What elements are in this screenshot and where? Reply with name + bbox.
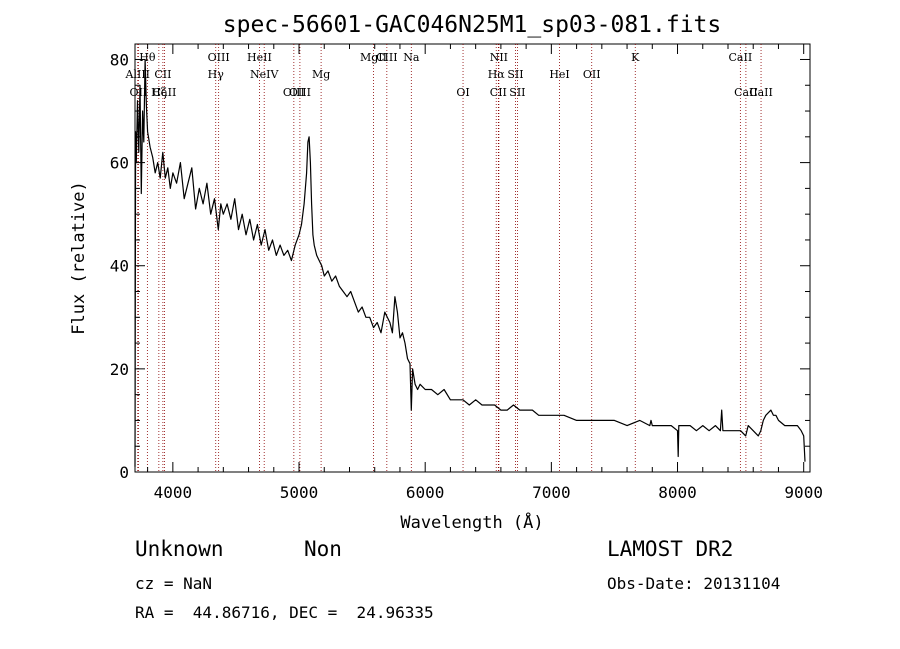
- line-marker-label: SII: [509, 86, 525, 99]
- y-tick-label: 60: [110, 154, 129, 173]
- line-marker-label: Hγ: [208, 68, 225, 81]
- line-marker-label: NII: [490, 51, 508, 64]
- line-marker-label: OI: [456, 86, 469, 99]
- line-marker-label: Hθ: [139, 51, 156, 64]
- y-axis-label: Flux (relative): [69, 181, 89, 335]
- line-marker-label: Mg: [312, 68, 330, 81]
- class-label: Unknown: [135, 537, 224, 561]
- line-marker-label: CII: [154, 68, 171, 81]
- line-marker-label: CaII: [153, 86, 177, 99]
- line-marker-label: CaII: [749, 86, 773, 99]
- x-tick-label: 7000: [532, 483, 571, 502]
- line-marker-label: OIII: [289, 86, 311, 99]
- line-marker-label: K: [631, 51, 640, 64]
- y-tick-label: 20: [110, 360, 129, 379]
- line-marker-label: MgII: [360, 51, 387, 64]
- spectrum-line: [134, 58, 806, 467]
- chart-title: spec-56601-GAC046N25M1_sp03-081.fits: [223, 12, 722, 38]
- survey-label: LAMOST DR2: [607, 537, 734, 561]
- line-marker-label: Hα: [488, 68, 506, 81]
- line-marker-label: AlIII: [125, 68, 151, 81]
- line-marker-label: NeIV: [250, 68, 279, 81]
- x-axis-label: Wavelength (Å): [400, 511, 543, 533]
- coordinates: RA = 44.86716, DEC = 24.96335: [135, 603, 434, 622]
- x-tick-label: 9000: [784, 483, 823, 502]
- line-marker-label: HeI: [549, 68, 569, 81]
- plot-frame: [134, 43, 811, 473]
- line-marker-layer: [137, 44, 762, 472]
- line-marker-label: SII: [507, 68, 523, 81]
- x-tick-label: 5000: [280, 483, 319, 502]
- subclass-label: Non: [304, 537, 342, 561]
- line-marker-label: OII: [583, 68, 601, 81]
- x-tick-label: 4000: [154, 483, 193, 502]
- line-marker-label: Hζ: [151, 86, 167, 99]
- line-marker-label: Na: [403, 51, 420, 64]
- obs-date: Obs-Date: 20131104: [607, 574, 781, 593]
- line-marker-label: OII: [130, 86, 148, 99]
- line-marker-label: OIII: [283, 86, 305, 99]
- y-tick-label: 80: [110, 50, 129, 69]
- y-tick-label: 0: [119, 463, 129, 482]
- line-marker-label: CIII: [376, 51, 397, 64]
- y-tick-label: 40: [110, 257, 129, 276]
- line-marker-label: CaII: [729, 51, 753, 64]
- line-marker-label: CaII: [734, 86, 758, 99]
- line-marker-label: HeII: [247, 51, 272, 64]
- x-tick-label: 6000: [406, 483, 445, 502]
- line-marker-label: OIII: [208, 51, 230, 64]
- axis-tick-layer: 4000 5000 6000 7000 8000 9000 0 20 40 60 80: [110, 44, 823, 502]
- redshift-value: cz = NaN: [135, 574, 213, 593]
- line-marker-label: CII: [490, 86, 507, 99]
- x-tick-label: 8000: [658, 483, 697, 502]
